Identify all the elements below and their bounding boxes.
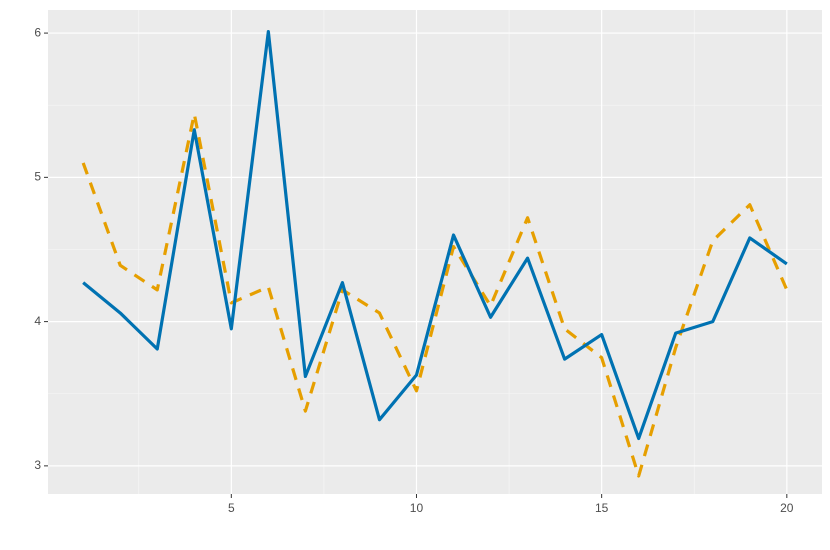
x-tick-label: 20 bbox=[780, 501, 794, 515]
y-tick-label: 6 bbox=[34, 25, 41, 39]
x-tick-label: 10 bbox=[410, 501, 424, 515]
data-line bbox=[81, 112, 789, 478]
data-line bbox=[82, 30, 788, 441]
panel-background bbox=[48, 10, 822, 494]
y-tick-label: 4 bbox=[34, 314, 41, 328]
y-tick-label: 5 bbox=[34, 170, 41, 184]
x-tick-label: 5 bbox=[228, 501, 235, 515]
x-tick-label: 15 bbox=[595, 501, 609, 515]
y-tick-label: 3 bbox=[34, 458, 41, 472]
